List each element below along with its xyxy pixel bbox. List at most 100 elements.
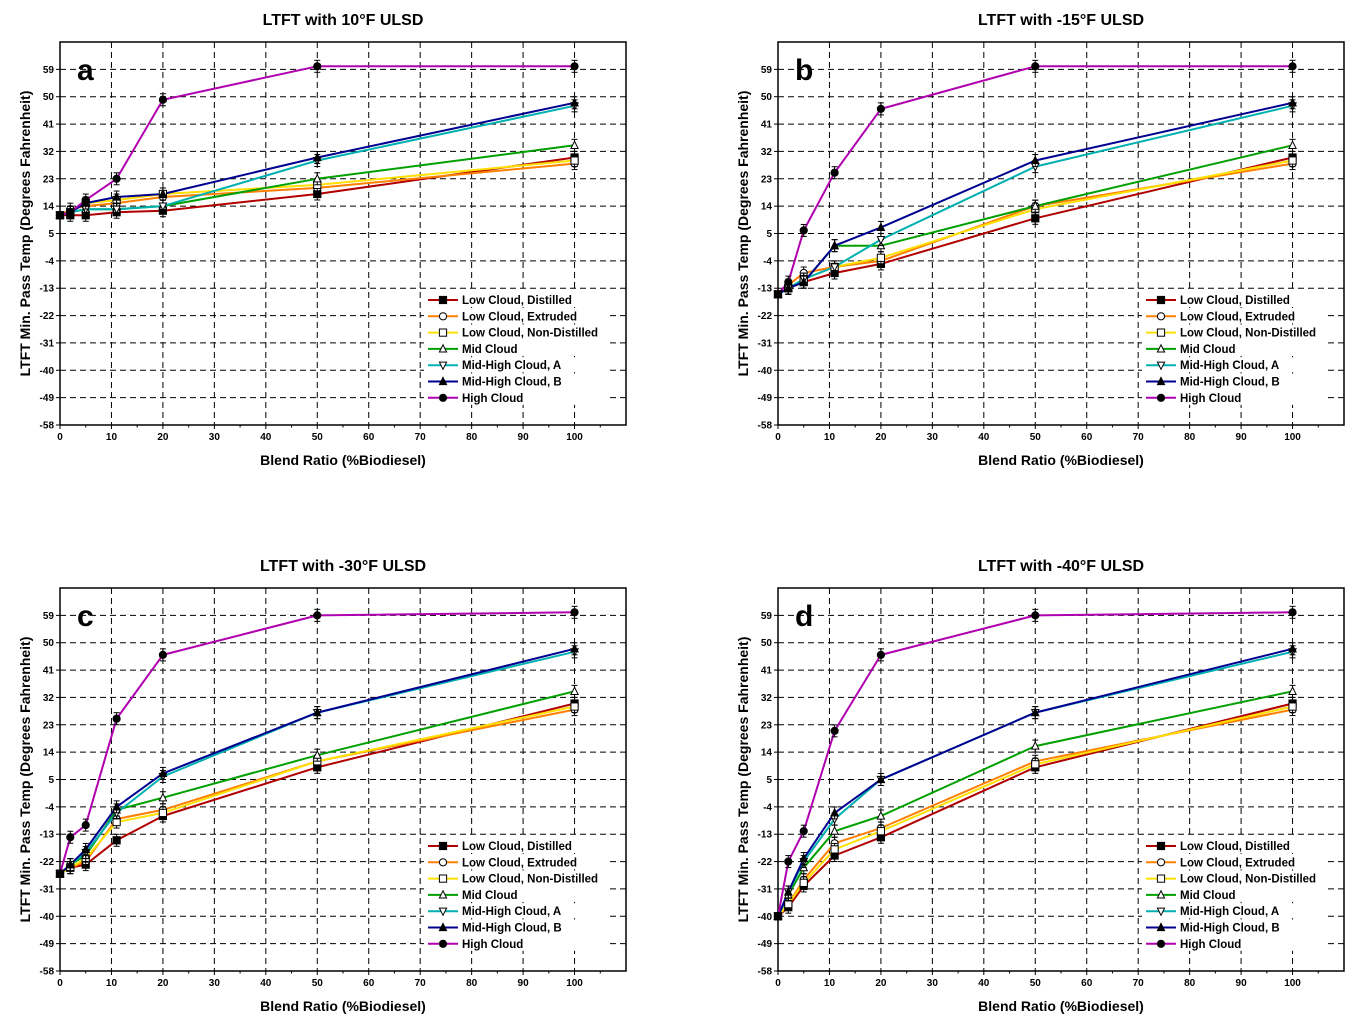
y-tick-label: 59 (761, 611, 773, 622)
x-tick-label: 20 (875, 432, 887, 443)
y-tick-label: 32 (43, 147, 55, 158)
legend-label: Mid-High Cloud, A (1180, 360, 1279, 372)
y-tick-label: -22 (758, 857, 773, 868)
y-tick-label: 5 (48, 775, 54, 786)
legend-marker (438, 889, 448, 899)
legend-bg (424, 935, 610, 951)
y-tick-label: 59 (761, 65, 773, 76)
data-point (313, 62, 322, 71)
x-tick-label: 60 (363, 432, 375, 443)
x-tick-label: 10 (824, 978, 836, 989)
legend-label: Low Cloud, Extruded (462, 311, 577, 323)
x-tick-label: 50 (1030, 432, 1042, 443)
y-tick-label: -49 (40, 939, 55, 950)
data-point (830, 807, 840, 817)
x-tick-label: 0 (775, 978, 781, 989)
x-tick-label: 90 (518, 432, 530, 443)
y-tick-label: -13 (758, 284, 773, 295)
x-tick-label: 100 (1284, 432, 1301, 443)
y-tick-label: -49 (758, 393, 773, 404)
legend-bg (1142, 935, 1328, 951)
legend-label: Mid-High Cloud, B (462, 923, 562, 935)
y-tick-label: -13 (40, 830, 55, 841)
x-tick-label: 20 (875, 978, 887, 989)
legend-label: Low Cloud, Extruded (1180, 857, 1295, 869)
data-point (81, 195, 90, 205)
data-point (876, 104, 886, 113)
data-point (158, 808, 168, 818)
x-tick-label: 80 (1184, 978, 1196, 989)
legend-marker (1156, 312, 1166, 321)
data-point (830, 168, 839, 177)
legend-marker (438, 295, 448, 305)
y-tick-label: -31 (758, 884, 773, 895)
y-tick-label: 14 (43, 748, 55, 759)
y-tick-label: 41 (761, 666, 773, 677)
data-point (1288, 608, 1297, 617)
y-tick-label: -58 (758, 421, 773, 432)
legend-label: High Cloud (1180, 393, 1241, 405)
data-point (112, 801, 122, 811)
y-tick-label: 41 (43, 120, 55, 131)
data-point (112, 205, 122, 215)
data-point (312, 152, 322, 162)
y-axis-label: LTFT Min. Pass Temp (Degrees Fahrenheit) (17, 637, 33, 923)
legend-bg (1142, 903, 1328, 919)
legend-marker (1156, 361, 1166, 371)
legend-bg (424, 919, 610, 935)
data-point (570, 643, 579, 653)
y-tick-label: -13 (40, 284, 55, 295)
y-tick-label: -58 (758, 967, 773, 978)
y-tick-label: -58 (40, 421, 55, 432)
y-tick-label: 23 (43, 174, 55, 185)
y-tick-label: -40 (758, 366, 773, 377)
legend-label: Low Cloud, Extruded (462, 857, 577, 869)
x-tick-label: 40 (978, 978, 990, 989)
y-tick-label: -13 (758, 830, 773, 841)
data-point (799, 853, 809, 863)
legend-bg (1142, 919, 1328, 935)
data-point (799, 878, 808, 887)
y-tick-label: -58 (40, 967, 55, 978)
chart-title: LTFT with -40°F ULSD (978, 558, 1144, 575)
chart-panel-c: 0 10 20 30 40 50 60 70 80 90 100 -58 -49 -40 -31 -22 -13… (17, 558, 627, 1014)
x-tick-label: 80 (466, 432, 478, 443)
legend-label: Mid-High Cloud, A (462, 360, 561, 372)
legend-marker (438, 376, 448, 386)
panel-letter: c (77, 600, 94, 633)
legend-label: Mid-High Cloud, B (462, 377, 562, 389)
y-tick-label: 50 (761, 92, 773, 103)
data-point (112, 836, 121, 845)
legend-label: Mid-High Cloud, A (1180, 906, 1279, 918)
data-point (66, 208, 75, 217)
y-tick-label: 5 (766, 229, 772, 240)
legend-bg (424, 308, 610, 324)
x-tick-label: 20 (157, 978, 169, 989)
legend-label: Mid Cloud (462, 344, 518, 356)
y-tick-label: -22 (40, 311, 55, 322)
y-tick-label: -4 (45, 802, 54, 813)
legend-marker (1156, 874, 1166, 883)
data-point (773, 912, 783, 921)
data-point (81, 820, 90, 830)
legend-label: High Cloud (462, 393, 523, 405)
data-point (570, 686, 579, 695)
y-tick-label: -4 (763, 802, 772, 813)
x-tick-label: 50 (1030, 978, 1042, 989)
y-tick-label: -31 (758, 338, 773, 349)
y-tick-label: 5 (48, 229, 54, 240)
legend-bg (424, 854, 610, 870)
x-tick-label: 70 (1133, 432, 1145, 443)
legend-bg (424, 903, 610, 919)
x-tick-label: 10 (824, 432, 836, 443)
data-point (112, 817, 121, 827)
y-tick-label: 32 (761, 147, 773, 158)
x-tick-label: 80 (466, 978, 478, 989)
y-tick-label: 23 (761, 720, 773, 731)
data-point (830, 845, 839, 854)
legend-bg (424, 870, 610, 886)
data-point (55, 211, 65, 220)
legend-bg (1142, 373, 1328, 389)
x-axis-label: Blend Ratio (%Biodiesel) (978, 452, 1144, 468)
